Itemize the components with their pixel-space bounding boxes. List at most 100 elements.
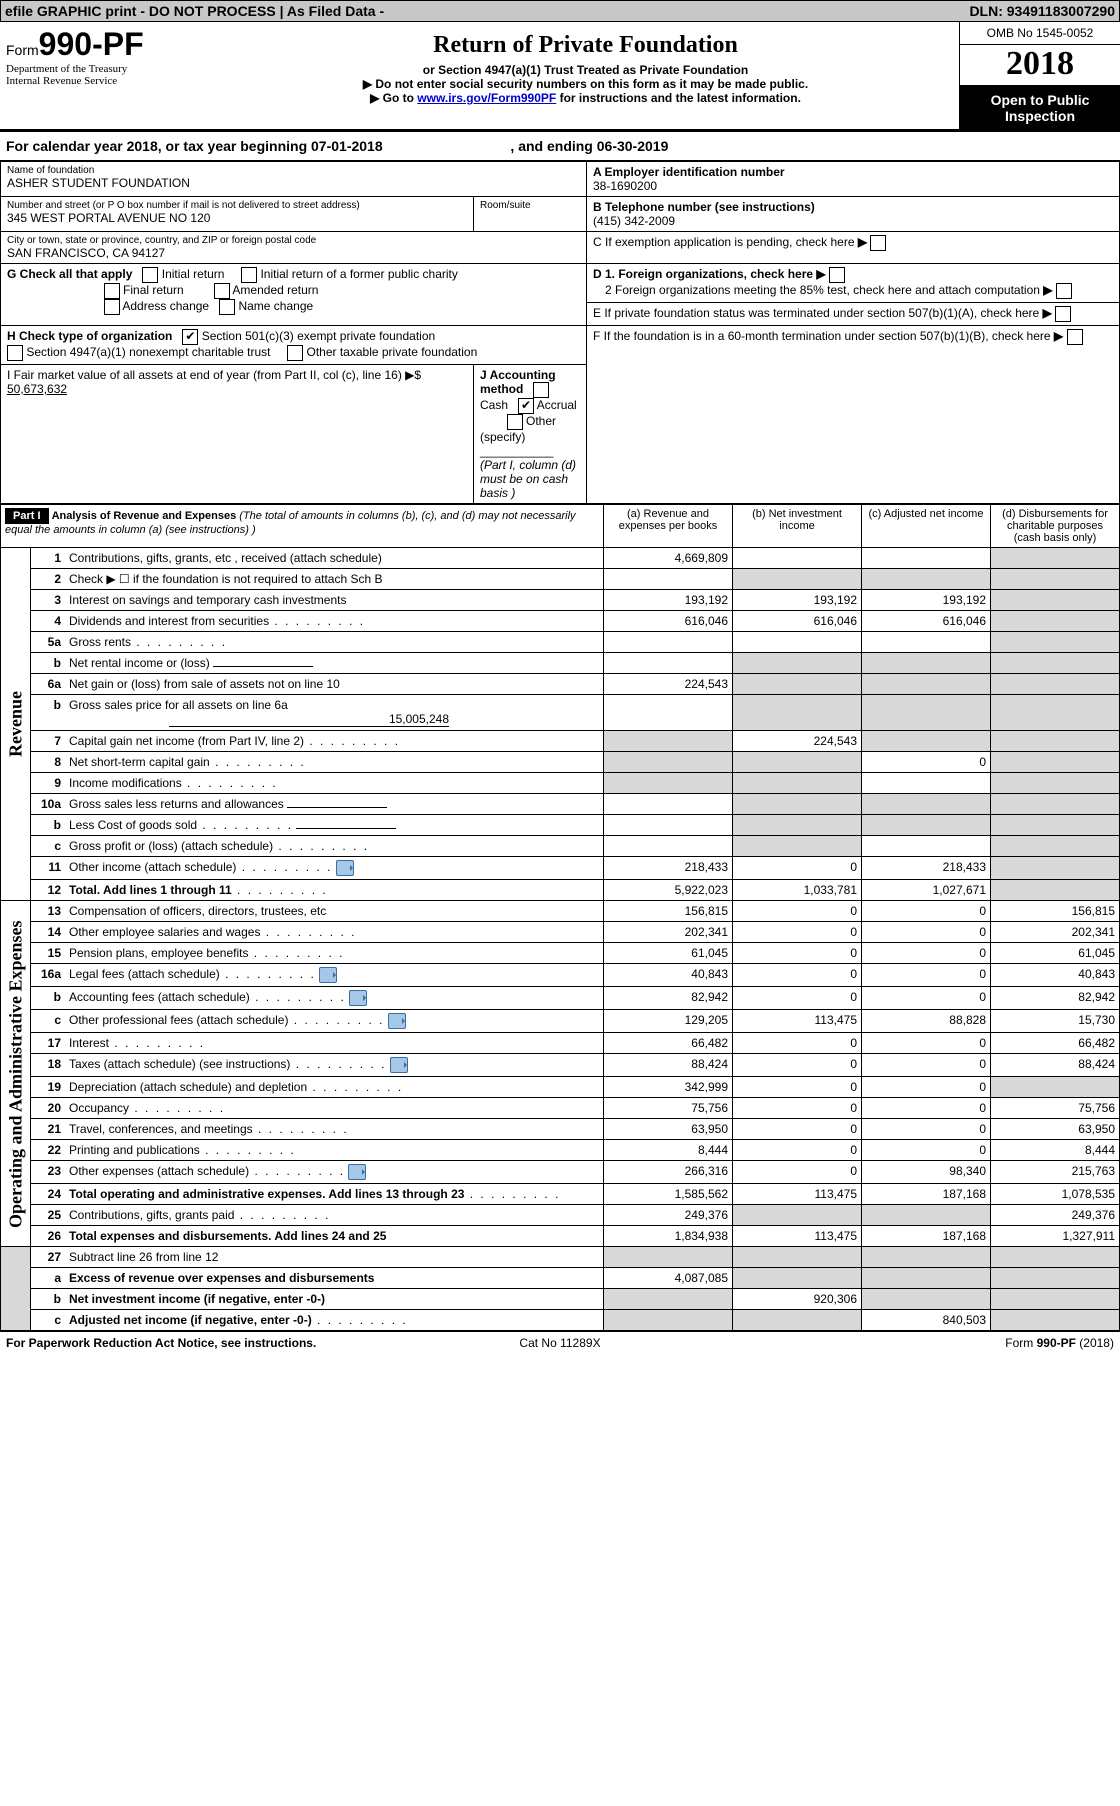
table-cell: 0 <box>733 964 862 987</box>
table-cell: 920,306 <box>733 1289 862 1310</box>
line-number: 16a <box>31 964 66 987</box>
e-checkbox[interactable] <box>1055 306 1071 322</box>
table-row: 22Printing and publications 8,444008,444 <box>1 1140 1120 1161</box>
col-d-header: (d) Disbursements for charitable purpose… <box>991 505 1120 548</box>
line-number: b <box>31 815 66 836</box>
line-desc: Compensation of officers, directors, tru… <box>65 901 604 922</box>
attachment-icon[interactable] <box>390 1057 408 1073</box>
line-number: 13 <box>31 901 66 922</box>
line-number: b <box>31 653 66 674</box>
city-value: SAN FRANCISCO, CA 94127 <box>7 246 580 260</box>
h-other-checkbox[interactable] <box>287 345 303 361</box>
line-number: 18 <box>31 1054 66 1077</box>
line-desc: Legal fees (attach schedule) <box>65 964 604 987</box>
table-cell <box>862 836 991 857</box>
table-cell <box>604 1247 733 1268</box>
line-desc: Contributions, gifts, grants, etc , rece… <box>65 548 604 569</box>
page-footer: For Paperwork Reduction Act Notice, see … <box>0 1331 1120 1354</box>
attachment-icon[interactable] <box>388 1013 406 1029</box>
table-cell: 1,585,562 <box>604 1184 733 1205</box>
g-initial-checkbox[interactable] <box>142 267 158 283</box>
g-name-checkbox[interactable] <box>219 299 235 315</box>
table-cell <box>862 1205 991 1226</box>
table-cell: 82,942 <box>604 987 733 1010</box>
j-accrual: Accrual <box>537 398 577 412</box>
table-cell <box>733 653 862 674</box>
table-cell <box>991 752 1120 773</box>
h-4947-checkbox[interactable] <box>7 345 23 361</box>
table-cell <box>733 836 862 857</box>
line-desc: Gross sales less returns and allowances <box>65 794 604 815</box>
table-cell <box>604 569 733 590</box>
line-number: 7 <box>31 731 66 752</box>
attachment-icon[interactable] <box>349 990 367 1006</box>
d1-checkbox[interactable] <box>829 267 845 283</box>
g-opt-5: Name change <box>238 299 313 313</box>
g-final-checkbox[interactable] <box>104 283 120 299</box>
h-501c3-checkbox[interactable] <box>182 329 198 345</box>
table-row: cAdjusted net income (if negative, enter… <box>1 1310 1120 1331</box>
table-cell: 218,433 <box>862 857 991 880</box>
h-opt-a: Section 501(c)(3) exempt private foundat… <box>202 329 435 343</box>
g-address-checkbox[interactable] <box>104 299 120 315</box>
table-cell <box>733 1205 862 1226</box>
table-row: 27Subtract line 26 from line 12 <box>1 1247 1120 1268</box>
table-cell: 0 <box>733 857 862 880</box>
open-public-2: Inspection <box>1005 108 1075 124</box>
g-initial-former-checkbox[interactable] <box>241 267 257 283</box>
j-accrual-checkbox[interactable] <box>518 398 534 414</box>
table-row: 15Pension plans, employee benefits 61,04… <box>1 943 1120 964</box>
table-cell: 0 <box>862 1033 991 1054</box>
footer-left: For Paperwork Reduction Act Notice, see … <box>6 1336 375 1350</box>
table-cell <box>604 653 733 674</box>
attachment-icon[interactable] <box>348 1164 366 1180</box>
line-number: a <box>31 1268 66 1289</box>
line-number: 22 <box>31 1140 66 1161</box>
instructions-link[interactable]: www.irs.gov/Form990PF <box>417 91 556 105</box>
table-cell: 218,433 <box>604 857 733 880</box>
i-value: 50,673,632 <box>7 382 67 396</box>
box-c-checkbox[interactable] <box>870 235 886 251</box>
table-cell <box>733 773 862 794</box>
d1-label: D 1. Foreign organizations, check here <box>593 267 813 281</box>
attachment-icon[interactable] <box>336 860 354 876</box>
line-desc: Interest on savings and temporary cash i… <box>65 590 604 611</box>
line-number: 12 <box>31 880 66 901</box>
table-row: 19Depreciation (attach schedule) and dep… <box>1 1077 1120 1098</box>
g-amended-checkbox[interactable] <box>214 283 230 299</box>
table-cell: 0 <box>862 752 991 773</box>
table-cell: 156,815 <box>604 901 733 922</box>
table-cell <box>991 1247 1120 1268</box>
table-cell <box>733 632 862 653</box>
table-cell: 0 <box>862 1098 991 1119</box>
topbar-mid: As Filed Data - <box>287 3 384 19</box>
table-cell: 224,543 <box>604 674 733 695</box>
table-cell: 0 <box>862 987 991 1010</box>
j-cash-checkbox[interactable] <box>533 382 549 398</box>
table-cell <box>991 653 1120 674</box>
table-cell: 1,033,781 <box>733 880 862 901</box>
table-row: 4Dividends and interest from securities … <box>1 611 1120 632</box>
col-a-header: (a) Revenue and expenses per books <box>604 505 733 548</box>
table-cell <box>604 1310 733 1331</box>
line-number: 9 <box>31 773 66 794</box>
j-other-checkbox[interactable] <box>507 414 523 430</box>
foundation-name: ASHER STUDENT FOUNDATION <box>7 176 580 190</box>
table-cell <box>733 1247 862 1268</box>
form-prefix: Form <box>6 42 39 58</box>
table-cell <box>862 632 991 653</box>
table-row: 23Other expenses (attach schedule) 266,3… <box>1 1161 1120 1184</box>
d2-checkbox[interactable] <box>1056 283 1072 299</box>
table-cell: 0 <box>733 987 862 1010</box>
line-desc: Travel, conferences, and meetings <box>65 1119 604 1140</box>
d2-label: 2 Foreign organizations meeting the 85% … <box>605 283 1040 297</box>
g-opt-1: Initial return of a former public charit… <box>260 267 457 281</box>
table-cell: 113,475 <box>733 1184 862 1205</box>
table-cell: 0 <box>733 1161 862 1184</box>
table-cell: 0 <box>862 922 991 943</box>
table-cell <box>862 815 991 836</box>
line-number: b <box>31 1289 66 1310</box>
attachment-icon[interactable] <box>319 967 337 983</box>
f-checkbox[interactable] <box>1067 329 1083 345</box>
table-cell: 156,815 <box>991 901 1120 922</box>
